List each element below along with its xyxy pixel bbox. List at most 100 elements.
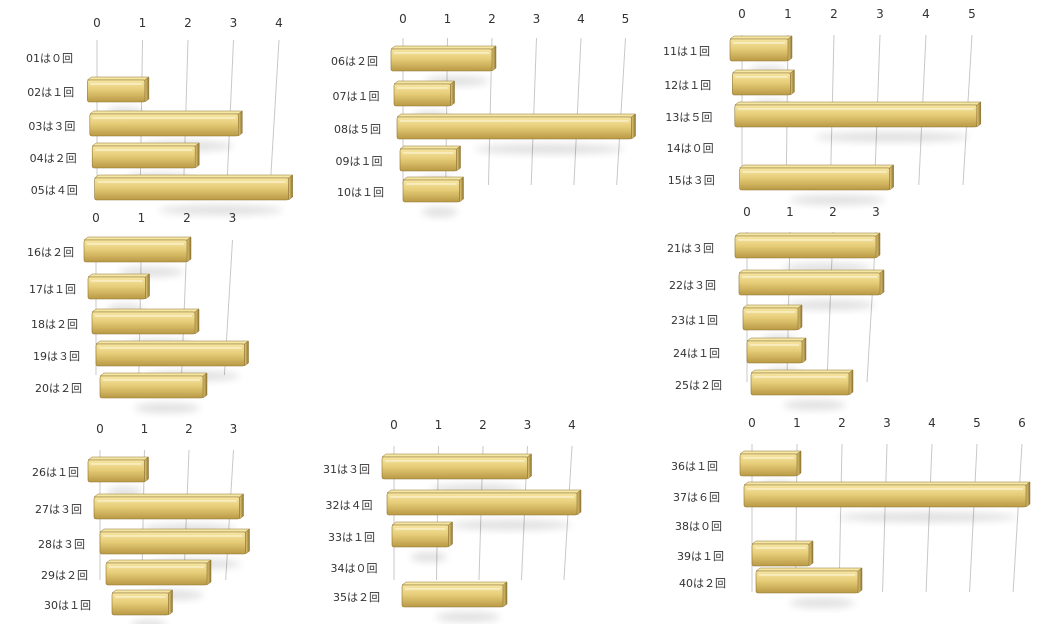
bar-shadow <box>133 403 200 413</box>
bar-chart-5: 0 1 2 3 21は３回 22は３回 23は１回 24は１回 25は２回 <box>667 205 885 410</box>
category-label: 21は３回 <box>667 242 714 255</box>
x-tick-label: 0 <box>748 416 756 430</box>
bar-end-cap <box>631 113 636 140</box>
bar <box>87 79 146 103</box>
bar <box>99 531 246 555</box>
bar <box>87 276 146 300</box>
bar-end-cap <box>245 528 250 555</box>
bar-top-face <box>99 528 251 533</box>
bar-end-cap <box>238 110 243 137</box>
bar-end-cap <box>976 101 982 128</box>
bar <box>738 272 881 296</box>
bar-end-cap <box>459 176 464 203</box>
bar-shadow <box>474 144 625 154</box>
bar-top-face <box>381 453 533 458</box>
category-label: 03は３回 <box>28 120 75 133</box>
bar-end-cap <box>202 372 208 399</box>
category-label: 37は６回 <box>673 491 720 504</box>
bar-top-face <box>401 581 508 586</box>
x-tick-label: 0 <box>738 7 746 21</box>
bar <box>93 496 240 520</box>
x-tick-label: 3 <box>524 418 532 432</box>
bar <box>750 372 850 396</box>
x-tick-label: 5 <box>973 416 981 430</box>
bar-top-face <box>734 232 881 237</box>
bar-end-cap <box>857 567 863 594</box>
category-label: 40は２回 <box>679 577 726 590</box>
category-label: 26は１回 <box>32 466 79 479</box>
bar-end-cap <box>145 273 150 300</box>
bar <box>99 375 204 399</box>
bar <box>391 524 449 548</box>
bar-top-face <box>738 164 895 169</box>
category-label: 01は０回 <box>26 52 73 65</box>
bar-top-face <box>402 176 465 181</box>
x-tick-label: 2 <box>479 418 487 432</box>
category-label: 22は３回 <box>669 279 716 292</box>
bar-end-cap <box>790 69 795 96</box>
category-label: 30は１回 <box>44 599 91 612</box>
bar-end-cap <box>206 559 212 586</box>
bar-end-cap <box>1025 481 1031 508</box>
bar-shadow <box>449 520 572 530</box>
x-tick-label: 3 <box>230 422 238 436</box>
x-tick-label: 0 <box>399 12 407 26</box>
bar-end-cap <box>456 145 461 172</box>
x-tick-label: 3 <box>876 7 884 21</box>
bar-shadow <box>837 512 1018 522</box>
bar-top-face <box>91 308 200 313</box>
x-tick-label: 4 <box>577 12 585 26</box>
bar-top-face <box>89 110 244 115</box>
category-label: 32は４回 <box>326 499 373 512</box>
x-tick-label: 3 <box>883 416 891 430</box>
x-tick-label: 0 <box>93 16 101 30</box>
category-label: 19は３回 <box>33 350 80 363</box>
x-tick-label: 2 <box>185 422 193 436</box>
bar-end-cap <box>491 45 497 72</box>
bar <box>402 179 460 203</box>
x-tick-label: 1 <box>444 12 452 26</box>
x-tick-label: 4 <box>275 16 283 30</box>
bar-top-face <box>87 456 150 461</box>
category-label: 07は１回 <box>333 90 380 103</box>
x-tick-label: 1 <box>793 416 801 430</box>
bar-shadow <box>814 132 970 142</box>
bar <box>91 145 196 169</box>
x-tick-label: 5 <box>968 7 976 21</box>
x-tick-label: 0 <box>390 418 398 432</box>
bar-top-face <box>86 76 150 81</box>
category-label: 29は２回 <box>41 569 88 582</box>
x-tick-label: 2 <box>830 7 838 21</box>
category-label: 28は３回 <box>38 538 85 551</box>
bar <box>390 48 493 72</box>
gridline <box>268 39 280 201</box>
category-label: 36は１回 <box>671 460 718 473</box>
bar-end-cap <box>450 80 455 107</box>
bar <box>95 343 245 367</box>
bar <box>87 459 145 483</box>
bar-top-face <box>93 493 245 498</box>
bar-top-face <box>739 450 802 455</box>
category-label: 31は３回 <box>323 463 370 476</box>
bar <box>734 235 877 259</box>
x-tick-label: 3 <box>230 16 238 30</box>
x-tick-label: 4 <box>568 418 576 432</box>
bar-chart-7: 0 1 2 3 4 31は３回 32は４回 33は１回 34は０回 35は２回 <box>323 418 582 622</box>
x-tick-label: 2 <box>838 416 846 430</box>
x-tick-label: 0 <box>96 422 104 436</box>
bar <box>393 83 451 107</box>
bar <box>739 167 890 191</box>
bar <box>732 72 791 96</box>
bar-end-cap <box>796 450 802 477</box>
bar-end-cap <box>801 337 807 364</box>
bar-end-cap <box>144 456 149 483</box>
bar <box>83 239 188 263</box>
category-label: 06は２回 <box>331 55 378 68</box>
bar-end-cap <box>144 76 150 103</box>
bar-end-cap <box>168 589 173 616</box>
x-tick-label: 3 <box>533 12 541 26</box>
bar-top-face <box>391 521 454 526</box>
category-label: 38は０回 <box>675 520 722 533</box>
bar-top-face <box>746 337 807 342</box>
bar <box>105 562 208 586</box>
